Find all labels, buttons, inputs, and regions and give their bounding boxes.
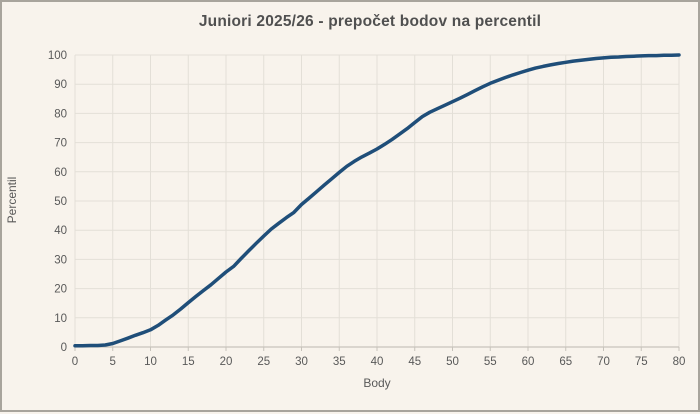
y-tick-label: 30 xyxy=(54,254,67,266)
x-tick-label: 35 xyxy=(333,356,346,368)
x-tick-label: 0 xyxy=(72,356,78,368)
chart-title: Juniori 2025/26 - prepočet bodov na perc… xyxy=(198,13,542,30)
y-axis-title: Percentil xyxy=(5,176,19,224)
x-tick-label: 70 xyxy=(597,356,610,368)
y-tick-label: 20 xyxy=(54,284,67,296)
x-tick-label: 25 xyxy=(257,356,270,368)
x-tick-label: 30 xyxy=(295,356,308,368)
y-tick-label: 80 xyxy=(54,108,67,120)
x-tick-label: 40 xyxy=(371,356,384,368)
x-tick-label: 50 xyxy=(446,356,459,368)
x-tick-label: 55 xyxy=(484,356,497,368)
x-axis-title: Body xyxy=(363,376,391,390)
x-tick-label: 80 xyxy=(673,356,686,368)
y-tick-label: 90 xyxy=(54,79,67,91)
y-tick-label: 10 xyxy=(54,313,67,325)
x-tick-label: 5 xyxy=(110,356,116,368)
y-tick-label: 60 xyxy=(54,167,67,179)
y-tick-label: 100 xyxy=(48,50,67,62)
y-tick-label: 50 xyxy=(54,196,67,208)
y-tick-label: 70 xyxy=(54,138,67,150)
percentile-curve xyxy=(73,53,681,348)
x-tick-label: 65 xyxy=(559,356,572,368)
x-tick-label: 20 xyxy=(220,356,233,368)
y-tick-label: 0 xyxy=(61,342,67,354)
y-tick-label: 40 xyxy=(54,225,67,237)
x-tick-label: 75 xyxy=(635,356,648,368)
x-tick-label: 45 xyxy=(408,356,421,368)
x-tick-label: 60 xyxy=(522,356,535,368)
x-tick-label: 15 xyxy=(182,356,195,368)
x-tick-label: 10 xyxy=(144,356,157,368)
